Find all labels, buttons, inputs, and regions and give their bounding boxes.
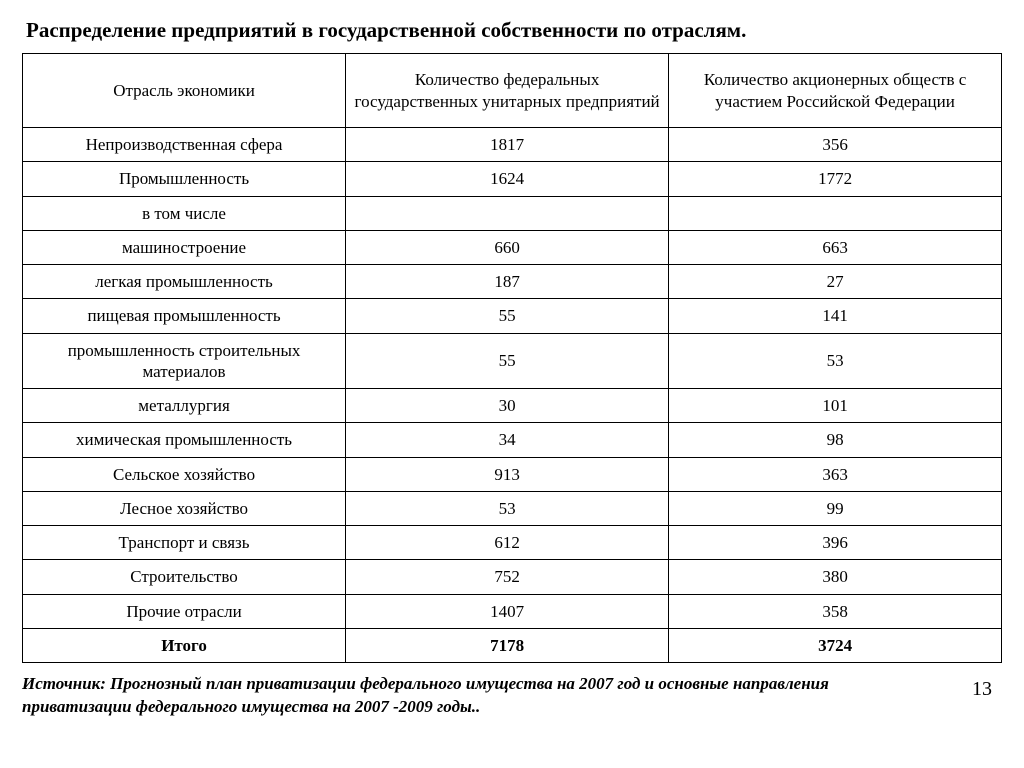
- cell-federal: 1817: [346, 128, 669, 162]
- cell-federal: 752: [346, 560, 669, 594]
- cell-jsc: 27: [669, 265, 1002, 299]
- table-row: пищевая промышленность55141: [23, 299, 1002, 333]
- cell-jsc: [669, 196, 1002, 230]
- cell-federal: 612: [346, 526, 669, 560]
- cell-jsc: 663: [669, 230, 1002, 264]
- cell-jsc: 3724: [669, 628, 1002, 662]
- cell-jsc: 53: [669, 333, 1002, 389]
- cell-jsc: 99: [669, 491, 1002, 525]
- source-note: Источник: Прогнозный план приватизации ф…: [22, 673, 902, 719]
- cell-sector: в том числе: [23, 196, 346, 230]
- page-number: 13: [972, 678, 1002, 719]
- cell-federal: 55: [346, 333, 669, 389]
- col-header-sector: Отрасль экономики: [23, 54, 346, 128]
- table-row: Лесное хозяйство5399: [23, 491, 1002, 525]
- table-row: Транспорт и связь612396: [23, 526, 1002, 560]
- cell-sector: Непроизводственная сфера: [23, 128, 346, 162]
- cell-sector: легкая промышленность: [23, 265, 346, 299]
- cell-federal: 660: [346, 230, 669, 264]
- cell-sector: Промышленность: [23, 162, 346, 196]
- cell-jsc: 141: [669, 299, 1002, 333]
- cell-federal: 53: [346, 491, 669, 525]
- cell-federal: 187: [346, 265, 669, 299]
- table-row: Промышленность16241772: [23, 162, 1002, 196]
- table-row: Прочие отрасли1407358: [23, 594, 1002, 628]
- table-row: машиностроение660663: [23, 230, 1002, 264]
- table-row: Непроизводственная сфера1817356: [23, 128, 1002, 162]
- cell-sector: Транспорт и связь: [23, 526, 346, 560]
- cell-sector: промышленность строительных материалов: [23, 333, 346, 389]
- cell-jsc: 358: [669, 594, 1002, 628]
- table-row: металлургия30101: [23, 389, 1002, 423]
- cell-federal: 34: [346, 423, 669, 457]
- cell-sector: Итого: [23, 628, 346, 662]
- col-header-jsc: Количество акционерных обществ с участие…: [669, 54, 1002, 128]
- cell-jsc: 356: [669, 128, 1002, 162]
- cell-federal: 1407: [346, 594, 669, 628]
- cell-sector: Сельское хозяйство: [23, 457, 346, 491]
- cell-federal: [346, 196, 669, 230]
- cell-federal: 55: [346, 299, 669, 333]
- page-title: Распределение предприятий в государствен…: [26, 18, 1002, 43]
- table-row: химическая промышленность3498: [23, 423, 1002, 457]
- table-row: легкая промышленность18727: [23, 265, 1002, 299]
- cell-sector: химическая промышленность: [23, 423, 346, 457]
- table-row: промышленность строительных материалов55…: [23, 333, 1002, 389]
- cell-sector: машиностроение: [23, 230, 346, 264]
- table-row: в том числе: [23, 196, 1002, 230]
- cell-jsc: 396: [669, 526, 1002, 560]
- cell-federal: 1624: [346, 162, 669, 196]
- cell-jsc: 101: [669, 389, 1002, 423]
- cell-jsc: 98: [669, 423, 1002, 457]
- cell-federal: 7178: [346, 628, 669, 662]
- cell-sector: Лесное хозяйство: [23, 491, 346, 525]
- cell-jsc: 1772: [669, 162, 1002, 196]
- cell-jsc: 363: [669, 457, 1002, 491]
- cell-sector: Строительство: [23, 560, 346, 594]
- table-row: Сельское хозяйство913363: [23, 457, 1002, 491]
- cell-federal: 30: [346, 389, 669, 423]
- cell-jsc: 380: [669, 560, 1002, 594]
- cell-sector: пищевая промышленность: [23, 299, 346, 333]
- enterprises-table: Отрасль экономики Количество федеральных…: [22, 53, 1002, 663]
- table-row: Итого71783724: [23, 628, 1002, 662]
- cell-sector: металлургия: [23, 389, 346, 423]
- col-header-federal: Количество федеральных государственных у…: [346, 54, 669, 128]
- cell-sector: Прочие отрасли: [23, 594, 346, 628]
- table-header-row: Отрасль экономики Количество федеральных…: [23, 54, 1002, 128]
- table-row: Строительство752380: [23, 560, 1002, 594]
- cell-federal: 913: [346, 457, 669, 491]
